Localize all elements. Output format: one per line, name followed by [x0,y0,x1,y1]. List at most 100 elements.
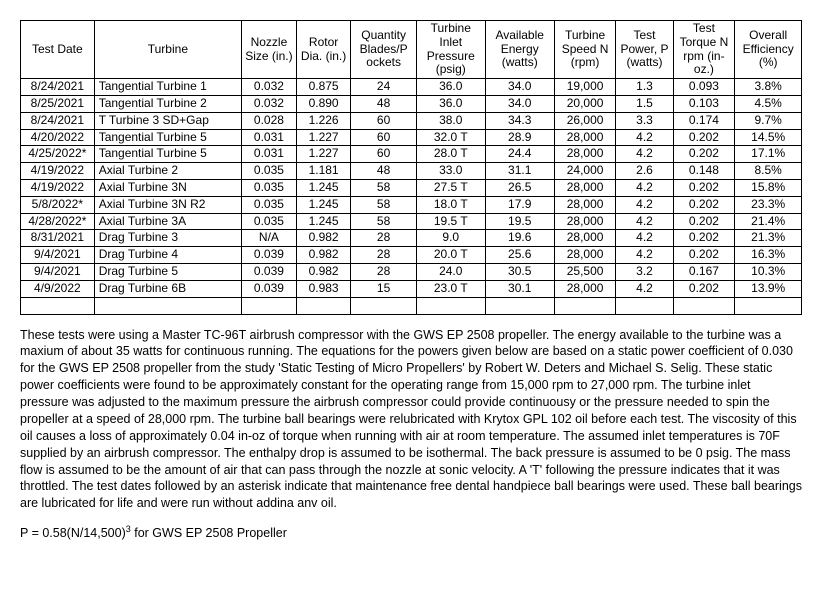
cell-eff: 21.4% [735,213,802,230]
cell-power: 4.2 [616,196,673,213]
cell-rotor: 1.245 [296,196,351,213]
cell-inlet: 9.0 [416,230,485,247]
cell-speed: 28,000 [554,179,616,196]
cell-eff: 16.3% [735,247,802,264]
cell-date: 4/9/2022 [21,280,95,297]
cell-power: 4.2 [616,179,673,196]
cell-date: 4/20/2022 [21,129,95,146]
table-row: 9/4/2021Drag Turbine 50.0390.9822824.030… [21,263,802,280]
cell-turbine: Axial Turbine 2 [94,163,241,180]
cell-power: 4.2 [616,230,673,247]
cell-avail: 24.4 [485,146,554,163]
cell-qty: 60 [351,112,416,129]
cell-avail: 28.9 [485,129,554,146]
table-row: 4/19/2022Axial Turbine 20.0351.1814833.0… [21,163,802,180]
cell-torque: 0.202 [673,213,735,230]
table-row: 4/19/2022Axial Turbine 3N0.0351.2455827.… [21,179,802,196]
col-header-avail: Available Energy (watts) [485,21,554,79]
cell-inlet: 36.0 [416,95,485,112]
cell-torque: 0.174 [673,112,735,129]
cell-speed: 20,000 [554,95,616,112]
cell-qty: 28 [351,230,416,247]
cell-eff: 8.5% [735,163,802,180]
cell-rotor: 1.181 [296,163,351,180]
cell-power: 1.3 [616,79,673,96]
cell-speed: 19,000 [554,79,616,96]
cell-avail: 30.5 [485,263,554,280]
cell-torque: 0.148 [673,163,735,180]
cell-inlet: 24.0 [416,263,485,280]
cell-speed: 28,000 [554,230,616,247]
cell-qty: 24 [351,79,416,96]
cell-speed: 24,000 [554,163,616,180]
cell-turbine: Tangential Turbine 1 [94,79,241,96]
cell-speed: 28,000 [554,213,616,230]
cell-power: 4.2 [616,129,673,146]
cell-rotor: 0.983 [296,280,351,297]
cell-nozzle: 0.028 [242,112,297,129]
table-row: 8/24/2021Tangential Turbine 10.0320.8752… [21,79,802,96]
cell-speed: 26,000 [554,112,616,129]
cell-avail: 31.1 [485,163,554,180]
cell-inlet: 32.0 T [416,129,485,146]
cell-inlet: 27.5 T [416,179,485,196]
cell-inlet: 20.0 T [416,247,485,264]
cell-date: 4/28/2022* [21,213,95,230]
cell-avail: 19.5 [485,213,554,230]
cell-eff: 3.8% [735,79,802,96]
cell-qty: 28 [351,247,416,264]
table-row: 9/4/2021Drag Turbine 40.0390.9822820.0 T… [21,247,802,264]
cell-rotor: 0.982 [296,247,351,264]
cell-rotor: 1.226 [296,112,351,129]
cell-rotor: 1.227 [296,129,351,146]
cell-nozzle: 0.035 [242,196,297,213]
cell-nozzle: 0.032 [242,79,297,96]
cell-power: 2.6 [616,163,673,180]
cell-date: 8/24/2021 [21,79,95,96]
table-row: 8/25/2021Tangential Turbine 20.0320.8904… [21,95,802,112]
cell-inlet: 33.0 [416,163,485,180]
cell-rotor: 1.245 [296,213,351,230]
cell-date: 4/19/2022 [21,163,95,180]
cell-eff: 15.8% [735,179,802,196]
description-paragraph: These tests were using a Master TC-96T a… [20,327,802,513]
cell-eff: 17.1% [735,146,802,163]
cell-power: 1.5 [616,95,673,112]
cell-turbine: Axial Turbine 3N [94,179,241,196]
cell-turbine: Drag Turbine 4 [94,247,241,264]
col-header-turbine: Turbine [94,21,241,79]
cell-avail: 34.3 [485,112,554,129]
cell-eff: 14.5% [735,129,802,146]
col-header-inlet: Turbine Inlet Pressure (psig) [416,21,485,79]
cell-eff: 9.7% [735,112,802,129]
cell-inlet: 36.0 [416,79,485,96]
cell-turbine: Drag Turbine 3 [94,230,241,247]
cell-qty: 60 [351,146,416,163]
cell-nozzle: 0.035 [242,213,297,230]
cell-nozzle: 0.031 [242,129,297,146]
cell-date: 8/31/2021 [21,230,95,247]
cell-eff: 10.3% [735,263,802,280]
cell-torque: 0.202 [673,280,735,297]
cell-nozzle: 0.039 [242,280,297,297]
cell-turbine: Tangential Turbine 5 [94,129,241,146]
cell-rotor: 0.875 [296,79,351,96]
cell-rotor: 1.245 [296,179,351,196]
cell-qty: 58 [351,196,416,213]
cell-inlet: 28.0 T [416,146,485,163]
cell-date: 9/4/2021 [21,263,95,280]
col-header-qty: Quantity Blades/P ockets [351,21,416,79]
cell-turbine: Drag Turbine 6B [94,280,241,297]
cell-eff: 4.5% [735,95,802,112]
formula-suffix: for GWS EP 2508 Propeller [131,526,287,540]
table-row: 4/28/2022*Axial Turbine 3A0.0351.2455819… [21,213,802,230]
cell-avail: 30.1 [485,280,554,297]
cell-nozzle: 0.039 [242,247,297,264]
cell-eff: 21.3% [735,230,802,247]
cell-nozzle: 0.035 [242,179,297,196]
cell-date: 5/8/2022* [21,196,95,213]
cell-power: 4.2 [616,280,673,297]
col-header-rotor: Rotor Dia. (in.) [296,21,351,79]
cell-qty: 60 [351,129,416,146]
cell-torque: 0.103 [673,95,735,112]
